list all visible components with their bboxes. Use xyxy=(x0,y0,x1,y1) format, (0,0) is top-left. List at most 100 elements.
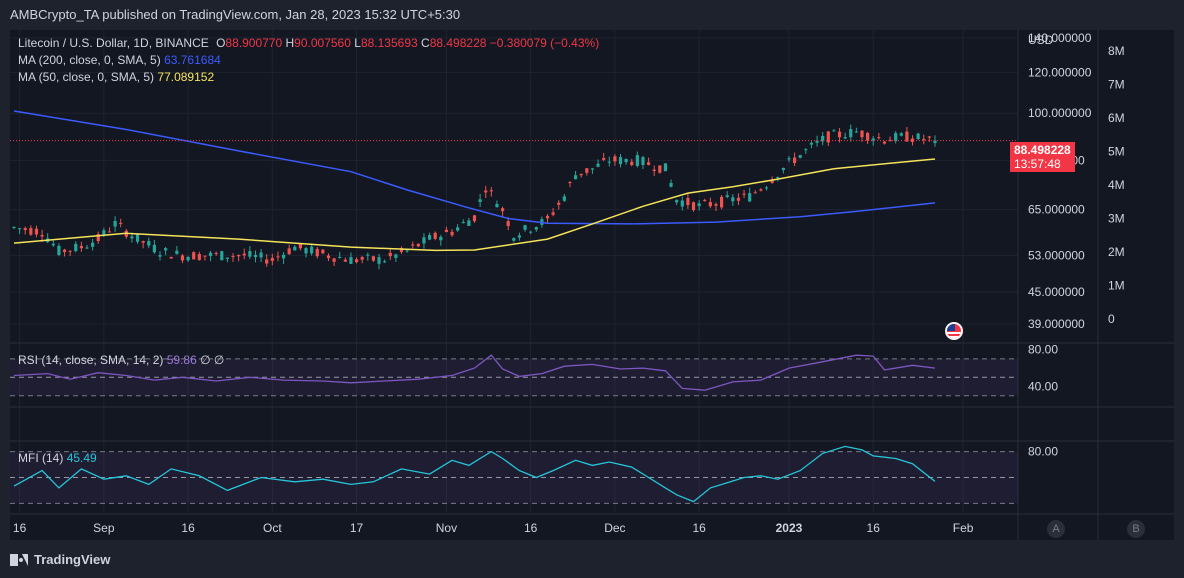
volume-tick-label: 5M xyxy=(1108,145,1125,159)
candle-body xyxy=(259,252,263,258)
candle-body xyxy=(119,222,123,224)
candle-body xyxy=(422,237,426,244)
candle-body xyxy=(456,227,460,231)
candle-body xyxy=(62,249,67,253)
candle-body xyxy=(169,257,173,259)
candle-body xyxy=(237,255,241,257)
last-price-value: 88.498228 xyxy=(1014,143,1071,157)
scale-button-a[interactable]: A xyxy=(1047,520,1065,538)
candle-body xyxy=(203,255,207,257)
candle-body xyxy=(512,238,516,241)
candle-body xyxy=(158,255,162,257)
candle-body xyxy=(708,202,712,207)
candle-body xyxy=(798,155,802,158)
price-tick-label: 45.000000 xyxy=(1028,285,1085,299)
candle-body xyxy=(467,220,471,226)
candle-body xyxy=(652,169,656,171)
candle-body xyxy=(630,161,634,166)
ma200-label: MA (200, close, 0, SMA, 5) xyxy=(18,53,161,67)
time-tick-label: Nov xyxy=(436,521,457,535)
candle-body xyxy=(242,253,246,256)
candle-body xyxy=(517,235,522,238)
candle-body xyxy=(770,180,774,183)
candle-body xyxy=(197,254,201,261)
candle-body xyxy=(74,243,78,252)
close-value: 88.498228 xyxy=(429,36,487,50)
candle-body xyxy=(360,257,364,260)
candle-body xyxy=(208,252,213,256)
candle-body xyxy=(388,252,392,257)
candle-body xyxy=(910,138,915,142)
candle-body xyxy=(748,193,752,202)
candle-body xyxy=(186,257,190,261)
candle-body xyxy=(18,228,22,230)
bar-countdown: 13:57:48 xyxy=(1014,157,1061,171)
price-tick-label: 140.000000 xyxy=(1028,31,1092,45)
rsi-legend[interactable]: RSI (14, close, SMA, 14, 2) 59.86 ∅ ∅ xyxy=(18,353,224,367)
candle-body xyxy=(411,244,415,246)
candle-body xyxy=(175,250,179,254)
tradingview-brand[interactable]: TradingView xyxy=(10,552,110,567)
candle-body xyxy=(439,236,443,241)
ma50-legend[interactable]: MA (50, close, 0, SMA, 5) 77.089152 xyxy=(18,70,214,84)
mfi-legend[interactable]: MFI (14) 45.49 xyxy=(18,451,97,465)
chart-area[interactable] xyxy=(10,30,1174,540)
price-tick-label: 53.000000 xyxy=(1028,248,1085,262)
candle-body xyxy=(843,137,847,139)
candle-body xyxy=(225,257,230,259)
volume-tick-label: 6M xyxy=(1108,111,1125,125)
candle-body xyxy=(270,257,274,261)
volume-tick-label: 3M xyxy=(1108,212,1125,226)
ma50-label: MA (50, close, 0, SMA, 5) xyxy=(18,70,155,84)
candle-body xyxy=(192,252,196,260)
candle-body xyxy=(500,208,505,212)
candle-body xyxy=(180,255,185,261)
close-label: C xyxy=(421,36,430,50)
candle-body xyxy=(557,202,561,205)
candle-body xyxy=(399,248,404,253)
candle-body xyxy=(663,163,668,172)
ohlc-legend: Litecoin / U.S. Dollar, 1D, BINANCE O88.… xyxy=(18,36,599,50)
candle-body xyxy=(450,231,454,236)
candle-body xyxy=(641,157,645,165)
candle-body xyxy=(220,251,224,261)
candle-body xyxy=(669,182,673,187)
candle-body xyxy=(338,256,342,258)
candle-body xyxy=(383,261,387,263)
open-value: 88.900770 xyxy=(225,36,283,50)
candle-body xyxy=(107,231,112,233)
candle-body xyxy=(332,258,336,262)
candle-body xyxy=(529,231,533,233)
symbol-label[interactable]: Litecoin / U.S. Dollar, 1D, BINANCE xyxy=(18,36,209,50)
ma200-legend[interactable]: MA (200, close, 0, SMA, 5) 63.761684 xyxy=(18,53,221,67)
ma50-value: 77.089152 xyxy=(157,70,215,84)
candle-body xyxy=(96,234,100,242)
brand-label: TradingView xyxy=(34,552,111,567)
candle-body xyxy=(253,254,258,258)
candle-body xyxy=(882,141,887,144)
candle-body xyxy=(416,243,420,247)
candle-body xyxy=(781,168,785,171)
candle-body xyxy=(29,228,33,235)
candle-body xyxy=(742,193,746,195)
candle-body xyxy=(394,254,398,258)
candle-body xyxy=(102,230,106,235)
scale-button-b[interactable]: B xyxy=(1127,520,1145,538)
time-tick-label: Sep xyxy=(93,521,115,535)
candle-body xyxy=(697,203,701,207)
candle-body xyxy=(579,173,583,176)
candle-body xyxy=(618,157,623,165)
candle-body xyxy=(714,204,718,206)
candle-body xyxy=(551,212,555,215)
candle-body xyxy=(871,138,875,141)
candle-body xyxy=(787,158,791,160)
candle-body xyxy=(680,200,684,207)
candle-body xyxy=(23,228,27,231)
currency-label: USD xyxy=(1028,33,1054,47)
candle-body xyxy=(321,249,325,254)
us-flag-icon[interactable] xyxy=(945,322,963,340)
candle-body xyxy=(686,197,690,206)
candle-body xyxy=(85,247,89,249)
